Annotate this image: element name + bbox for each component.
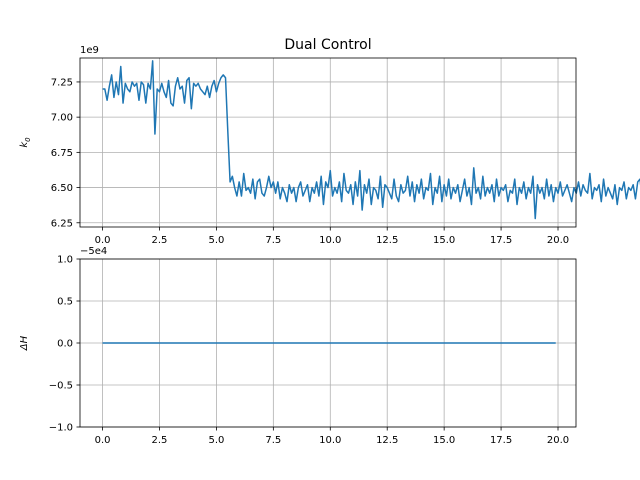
x-tick-label: 10.0: [319, 235, 341, 246]
x-tick-label: 0.0: [95, 235, 111, 246]
y-tick-label: 1.0: [57, 255, 73, 266]
x-tick-label: 20.0: [547, 435, 569, 446]
y-axis-label: k0: [19, 137, 32, 148]
series-line: [102, 60, 640, 220]
x-tick-label: 20.0: [547, 235, 569, 246]
axes-frame: [79, 57, 577, 228]
x-tick-label: 17.5: [490, 435, 512, 446]
x-tick-label: 2.5: [152, 235, 168, 246]
y-tick-label: 0.0: [57, 339, 73, 350]
x-tick-label: 10.0: [319, 435, 341, 446]
axis-offset-text: −5e4: [80, 246, 107, 257]
x-tick-label: 15.0: [433, 235, 455, 246]
y-tick-label: 6.75: [51, 148, 73, 159]
bottom-axes: 0.0 2.5 5.0 7.5 10.0 12.5 15.0 17.5 20.0 −1.0 −0.5…: [19, 246, 577, 446]
x-tick-label: 15.0: [433, 435, 455, 446]
x-tick-label: 0.0: [95, 435, 111, 446]
y-tick-label: 0.5: [57, 297, 73, 308]
y-tick-label: −1.0: [49, 423, 73, 434]
y-tick-label: 7.00: [51, 113, 73, 124]
x-tick-label: 7.5: [265, 235, 281, 246]
y-axis-label: ΔH: [19, 335, 30, 351]
x-tick-label: 7.5: [265, 435, 281, 446]
top-axes: 0.0 2.5 5.0 7.5 10.0 12.5 15.0 17.5 20.0 6.25 6.50…: [19, 45, 640, 246]
axis-offset-text: 1e9: [80, 45, 99, 56]
y-tick-label: 7.25: [51, 77, 73, 88]
x-tick-label: 12.5: [376, 235, 398, 246]
x-tick-label: 12.5: [376, 435, 398, 446]
chart-title: Dual Control: [284, 37, 371, 53]
y-tick-label: −0.5: [49, 381, 73, 392]
y-tick-label: 6.50: [51, 183, 73, 194]
y-tick-label: 6.25: [51, 218, 73, 229]
x-tick-label: 5.0: [208, 435, 224, 446]
x-tick-label: 2.5: [152, 435, 168, 446]
x-tick-label: 17.5: [490, 235, 512, 246]
x-tick-label: 5.0: [208, 235, 224, 246]
